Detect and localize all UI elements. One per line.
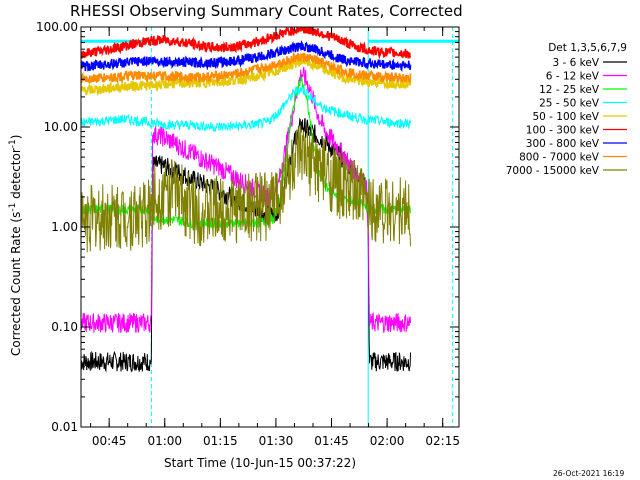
series-line-1 [81, 66, 411, 334]
legend-entry-2: 12 - 25 keV [539, 84, 600, 96]
y-tick-label-2: 1.00 [51, 220, 78, 234]
legend-entry-3: 25 - 50 keV [539, 98, 600, 110]
legend-entry-0: 3 - 6 keV [552, 57, 599, 69]
series-line-6 [81, 39, 412, 73]
legend-title: Det 1,3,5,6,7,9 [548, 42, 627, 54]
series-line-5 [81, 27, 412, 60]
y-tick-label-0: 100.00 [36, 20, 78, 34]
y-tick-label-3: 0.10 [51, 320, 78, 334]
x-tick-label-3: 01:30 [259, 434, 294, 448]
legend-entry-8: 7000 - 15000 keV [506, 165, 600, 177]
series-line-4 [81, 54, 412, 97]
x-tick-label-0: 00:45 [92, 434, 127, 448]
series-line-3 [81, 85, 411, 133]
y-tick-label-1: 10.00 [44, 120, 78, 134]
legend-entry-7: 800 - 7000 keV [519, 152, 600, 164]
legend-entry-6: 300 - 800 keV [526, 138, 600, 150]
y-axis-label-sup2: -1 [8, 139, 18, 148]
x-axis-label: Start Time (10-Jun-15 00:37:22) [164, 456, 356, 470]
x-tick-label-1: 01:00 [147, 434, 182, 448]
legend-entry-1: 6 - 12 keV [546, 71, 600, 83]
y-axis-label-part1: Corrected Count Rate (s [9, 212, 23, 356]
x-tick-label-2: 01:15 [203, 434, 238, 448]
legend-entry-5: 100 - 300 keV [526, 125, 600, 137]
axes-layer: 100.00 10.00 1.00 0.10 0.01 00:45 01:00 01:15 01… [36, 20, 460, 448]
x-tick-label-6: 02:15 [425, 434, 460, 448]
footer-timestamp: 26-Oct-2021 16:19 [553, 469, 624, 478]
y-tick-label-4: 0.01 [51, 420, 78, 434]
series-line-7 [81, 51, 412, 85]
legend-entry-4: 50 - 100 keV [532, 111, 599, 123]
chart-title: RHESSI Observing Summary Count Rates, Co… [70, 2, 463, 20]
series-line-8 [81, 125, 411, 253]
y-axis-label-part2: detector [9, 148, 23, 203]
x-tick-label-5: 02:00 [370, 434, 405, 448]
y-axis-label-part3: ) [9, 135, 23, 140]
x-tick-label-4: 01:45 [314, 434, 349, 448]
y-axis-label: Corrected Count Rate (s-1 detector-1) [8, 135, 23, 356]
y-axis-label-sup1: -1 [8, 203, 18, 212]
